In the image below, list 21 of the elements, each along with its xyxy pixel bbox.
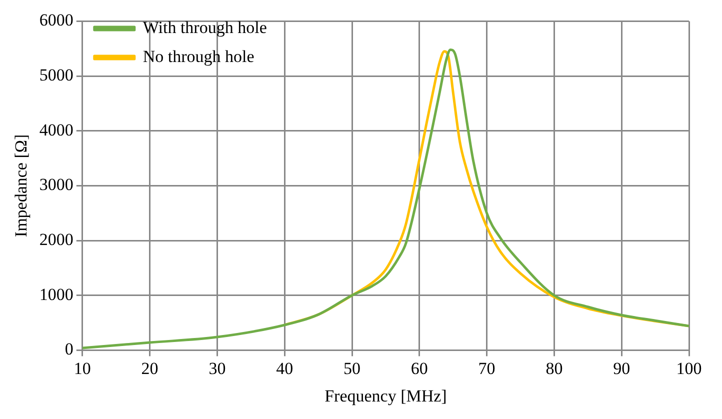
y-tick-label: 4000 <box>39 120 74 140</box>
y-tick-label: 5000 <box>39 66 74 84</box>
x-tick-label: 50 <box>344 358 360 378</box>
x-tick-label: 90 <box>613 358 630 378</box>
x-tick-label: 100 <box>676 358 702 378</box>
x-tick-label: 20 <box>141 358 158 378</box>
y-tick-label: 3000 <box>39 175 74 194</box>
x-tick-label: 30 <box>208 358 226 378</box>
x-tick-label: 60 <box>410 358 428 378</box>
x-tick-label: 10 <box>74 358 91 378</box>
y-tick-label: 2000 <box>39 230 74 249</box>
legend-label: With through hole <box>142 18 267 37</box>
x-axis-title: Frequency [MHz] <box>324 386 447 406</box>
y-axis-title: Impedance [Ω] <box>12 134 31 238</box>
x-tick-label: 80 <box>546 358 563 378</box>
y-tick-label: 6000 <box>39 10 74 30</box>
y-tick-label: 1000 <box>39 284 74 304</box>
x-tick-label: 40 <box>276 358 294 378</box>
x-tick-label: 70 <box>478 358 496 378</box>
legend-label: No through hole <box>142 46 254 66</box>
y-tick-label: 0 <box>64 340 74 359</box>
